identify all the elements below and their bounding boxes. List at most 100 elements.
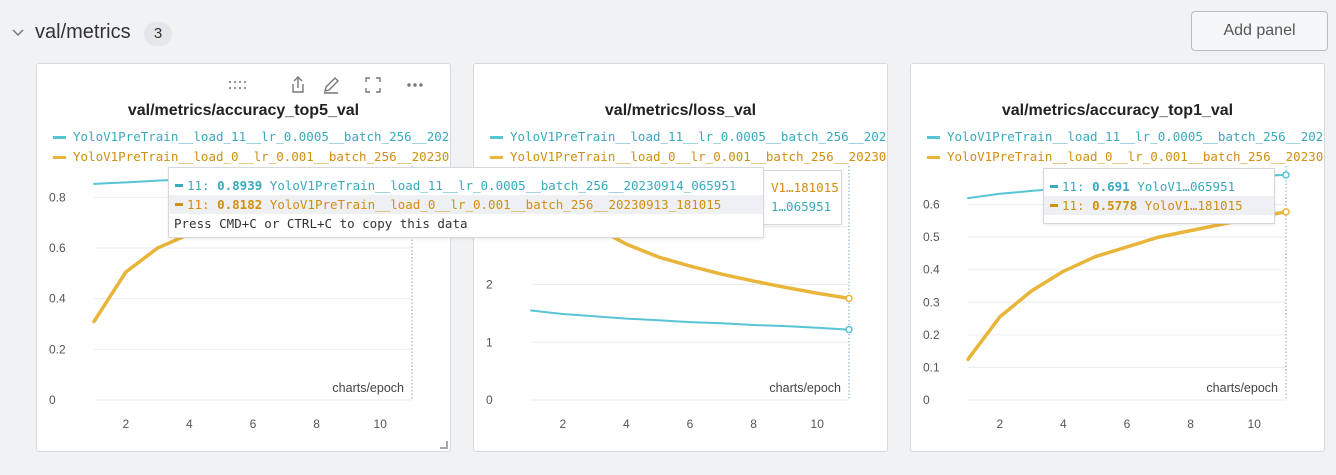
tooltip-value: 0.691	[1092, 179, 1130, 194]
y-tick-label: 0.2	[49, 342, 66, 356]
chart-panel[interactable]: val/metrics/accuracy_top5_val YoloV1PreT…	[36, 63, 451, 452]
x-tick-label: 8	[313, 417, 320, 431]
legend-swatch	[927, 156, 940, 159]
legend-label: YoloV1PreTrain__load_11__lr_0.0005__batc…	[73, 129, 449, 144]
hover-tooltip: 11: 0.691 YoloV1…065951 11: 0.5778 YoloV…	[1043, 168, 1275, 224]
legend-swatch	[490, 156, 503, 159]
legend-label: YoloV1PreTrain__load_0__lr_0.001__batch_…	[73, 149, 449, 164]
legend-item[interactable]: YoloV1PreTrain__load_0__lr_0.001__batch_…	[927, 147, 1323, 167]
x-tick-label: 4	[623, 417, 630, 431]
tooltip-row: 11: 0.8939 YoloV1PreTrain__load_11__lr_0…	[169, 176, 763, 195]
x-tick-label: 10	[811, 417, 825, 431]
fullscreen-icon[interactable]	[362, 74, 384, 96]
hover-tooltip: 11: 0.8939 YoloV1PreTrain__load_11__lr_0…	[168, 167, 764, 238]
tooltip-step: 11:	[1062, 198, 1093, 213]
share-icon[interactable]	[287, 74, 309, 96]
y-tick-label: 0.6	[923, 198, 940, 212]
legend-item[interactable]: YoloV1PreTrain__load_11__lr_0.0005__batc…	[53, 127, 449, 147]
legend-swatch	[490, 136, 503, 139]
line-chart[interactable]: 0 0.1 0.2 0.3 0.4 0.5 0.6 2 4 6 8 10 charts/epoch	[911, 64, 1325, 452]
y-tick-label: 0.2	[923, 328, 940, 342]
legend-label: YoloV1PreTrain__load_0__lr_0.001__batch_…	[947, 149, 1323, 164]
hover-tooltip: V1…181015 1…065951	[752, 170, 842, 225]
legend-item[interactable]: YoloV1PreTrain__load_11__lr_0.0005__batc…	[927, 127, 1323, 147]
y-tick-label: 0.1	[923, 360, 940, 374]
x-axis-label: charts/epoch	[1206, 381, 1278, 395]
y-tick-label: 1	[486, 335, 493, 349]
tooltip-step: 11:	[187, 197, 218, 212]
legend-item[interactable]: YoloV1PreTrain__load_11__lr_0.0005__batc…	[490, 127, 886, 147]
series-line	[966, 210, 1288, 362]
x-tick-label: 8	[1187, 417, 1194, 431]
x-axis-label: charts/epoch	[769, 381, 841, 395]
y-tick-label: 0.3	[923, 295, 940, 309]
legend-swatch	[53, 136, 66, 139]
tooltip-swatch	[1050, 204, 1058, 207]
tooltip-value: 0.8939	[217, 178, 263, 193]
x-tick-label: 6	[687, 417, 694, 431]
x-tick-label: 6	[1124, 417, 1131, 431]
resize-handle[interactable]	[440, 441, 448, 449]
tooltip-row: 11: 0.691 YoloV1…065951	[1044, 177, 1274, 196]
x-tick-label: 2	[122, 417, 129, 431]
tooltip-step: 11:	[1062, 179, 1093, 194]
legend-label: YoloV1PreTrain__load_11__lr_0.0005__batc…	[510, 129, 886, 144]
x-tick-label: 10	[1248, 417, 1262, 431]
series-point	[1282, 208, 1290, 216]
y-tick-label: 2	[486, 278, 493, 292]
x-tick-label: 4	[1060, 417, 1067, 431]
line-chart[interactable]: 0123246810charts/epoch	[474, 64, 888, 452]
add-panel-button[interactable]: Add panel	[1191, 11, 1328, 51]
x-tick-label: 6	[250, 417, 257, 431]
tooltip-run-name: YoloV1…181015	[1144, 198, 1243, 213]
tooltip-copy-hint: Press CMD+C or CTRL+C to copy this data	[174, 216, 468, 231]
legend-label: YoloV1PreTrain__load_11__lr_0.0005__batc…	[947, 129, 1323, 144]
tooltip-step: 11:	[187, 178, 218, 193]
tooltip-run-name: YoloV1PreTrain__load_11__lr_0.0005__batc…	[269, 178, 737, 193]
tooltip-row: 11: 0.5778 YoloV1…181015	[1044, 196, 1274, 215]
chart-title: val/metrics/accuracy_top5_val	[127, 102, 360, 119]
y-tick-label: 0.4	[49, 292, 66, 306]
y-tick-label: 0	[486, 393, 493, 407]
tooltip-run-name: 1…065951	[771, 199, 832, 214]
chevron-down-icon[interactable]	[10, 24, 26, 40]
chart-title: val/metrics/accuracy_top1_val	[1001, 102, 1234, 119]
chart-panel[interactable]: val/metrics/accuracy_top1_val YoloV1PreT…	[910, 63, 1325, 452]
line-chart[interactable]: 0 0.2 0.4 0.6 0.8 2 4 6 8 10 charts/epoch	[37, 64, 451, 452]
tooltip-run-name: V1…181015	[771, 180, 839, 195]
legend-item[interactable]: YoloV1PreTrain__load_0__lr_0.001__batch_…	[490, 147, 886, 167]
legend-label: YoloV1PreTrain__load_0__lr_0.001__batch_…	[510, 149, 886, 164]
legend-swatch	[927, 136, 940, 139]
series-point	[845, 325, 853, 334]
y-tick-label: 0.8	[49, 190, 66, 204]
x-tick-label: 8	[750, 417, 757, 431]
chart-legend: YoloV1PreTrain__load_11__lr_0.0005__batc…	[927, 127, 1323, 167]
section-title[interactable]: val/metrics	[35, 21, 131, 43]
tooltip-swatch	[175, 184, 183, 187]
legend-item[interactable]: YoloV1PreTrain__load_0__lr_0.001__batch_…	[53, 147, 449, 167]
y-tick-label: 0.6	[49, 241, 66, 255]
tooltip-swatch	[1050, 185, 1058, 188]
tooltip-run-name: YoloV1…065951	[1137, 179, 1236, 194]
drag-handle-icon[interactable]	[227, 74, 249, 96]
y-tick-label: 0	[49, 393, 56, 407]
tooltip-value: 0.5778	[1092, 198, 1138, 213]
series-point	[1282, 171, 1290, 179]
tooltip-row: 1…065951	[753, 197, 841, 216]
chart-title: val/metrics/loss_val	[604, 102, 757, 119]
legend-swatch	[53, 156, 66, 159]
series-point	[845, 294, 853, 303]
panel-count-badge: 3	[144, 22, 172, 46]
x-tick-label: 2	[996, 417, 1003, 431]
more-icon[interactable]	[404, 74, 426, 96]
series-line	[530, 309, 850, 331]
section-header: val/metrics 3 Add panel	[0, 0, 1336, 62]
x-tick-label: 4	[186, 417, 193, 431]
tooltip-run-name: YoloV1PreTrain__load_0__lr_0.001__batch_…	[269, 197, 722, 212]
chart-legend: YoloV1PreTrain__load_11__lr_0.0005__batc…	[53, 127, 449, 167]
chart-panel[interactable]: val/metrics/loss_val YoloV1PreTrain__loa…	[473, 63, 888, 452]
x-axis-label: charts/epoch	[332, 381, 404, 395]
edit-icon[interactable]	[320, 74, 342, 96]
chart-legend: YoloV1PreTrain__load_11__lr_0.0005__batc…	[490, 127, 886, 167]
y-tick-label: 0.5	[923, 230, 940, 244]
